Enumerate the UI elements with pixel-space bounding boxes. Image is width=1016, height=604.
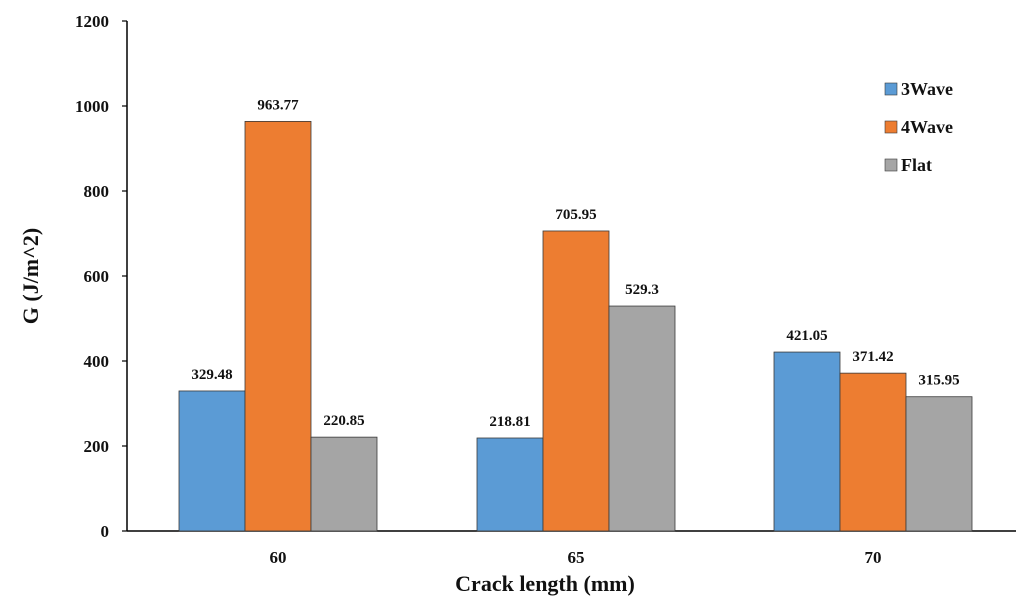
legend-label-flat: Flat bbox=[901, 155, 932, 175]
x-tick-label: 60 bbox=[270, 548, 287, 567]
data-label-3wave-60: 329.48 bbox=[191, 367, 232, 383]
bar-flat-65 bbox=[608, 305, 676, 532]
y-tick-label: 400 bbox=[84, 352, 110, 371]
data-label-4wave-60: 963.77 bbox=[257, 97, 299, 113]
data-labels: 329.48 963.77 220.85 218.81 705.95 529.3 421.0… bbox=[191, 97, 959, 430]
legend-swatch-flat bbox=[884, 158, 898, 172]
data-label-3wave-65: 218.81 bbox=[489, 414, 530, 430]
bar-3wave-60 bbox=[178, 390, 246, 532]
y-tick-label: 1000 bbox=[75, 97, 109, 116]
data-label-3wave-70: 421.05 bbox=[786, 328, 827, 344]
y-axis-title: G (J/m^2) bbox=[18, 228, 43, 325]
y-tick-label: 0 bbox=[101, 522, 110, 541]
bar-flat-60 bbox=[310, 436, 378, 532]
data-label-flat-70: 315.95 bbox=[918, 373, 959, 389]
x-ticks: 60 65 70 bbox=[270, 548, 882, 567]
bar-4wave-65 bbox=[542, 230, 610, 532]
y-ticks: 0 200 400 600 800 1000 1200 bbox=[75, 12, 127, 541]
data-label-4wave-70: 371.42 bbox=[852, 349, 893, 365]
legend-swatch-4wave bbox=[884, 120, 898, 134]
x-axis-title: Crack length (mm) bbox=[455, 571, 635, 596]
legend-swatch-3wave bbox=[884, 82, 898, 96]
bars bbox=[178, 120, 973, 532]
data-label-4wave-65: 705.95 bbox=[555, 207, 596, 223]
legend: 3Wave 4Wave Flat bbox=[884, 79, 953, 175]
y-tick-label: 1200 bbox=[75, 12, 109, 31]
bar-4wave-60 bbox=[244, 120, 312, 532]
bar-4wave-70 bbox=[839, 372, 907, 532]
bar-3wave-70 bbox=[773, 351, 841, 532]
legend-label-4wave: 4Wave bbox=[901, 117, 953, 137]
data-label-flat-60: 220.85 bbox=[323, 413, 364, 429]
y-tick-label: 800 bbox=[84, 182, 110, 201]
legend-label-3wave: 3Wave bbox=[901, 79, 953, 99]
y-tick-label: 600 bbox=[84, 267, 110, 286]
data-label-flat-65: 529.3 bbox=[625, 282, 659, 298]
bar-flat-70 bbox=[905, 396, 973, 532]
x-tick-label: 65 bbox=[568, 548, 585, 567]
x-tick-label: 70 bbox=[865, 548, 882, 567]
y-tick-label: 200 bbox=[84, 437, 110, 456]
bar-3wave-65 bbox=[476, 437, 544, 532]
